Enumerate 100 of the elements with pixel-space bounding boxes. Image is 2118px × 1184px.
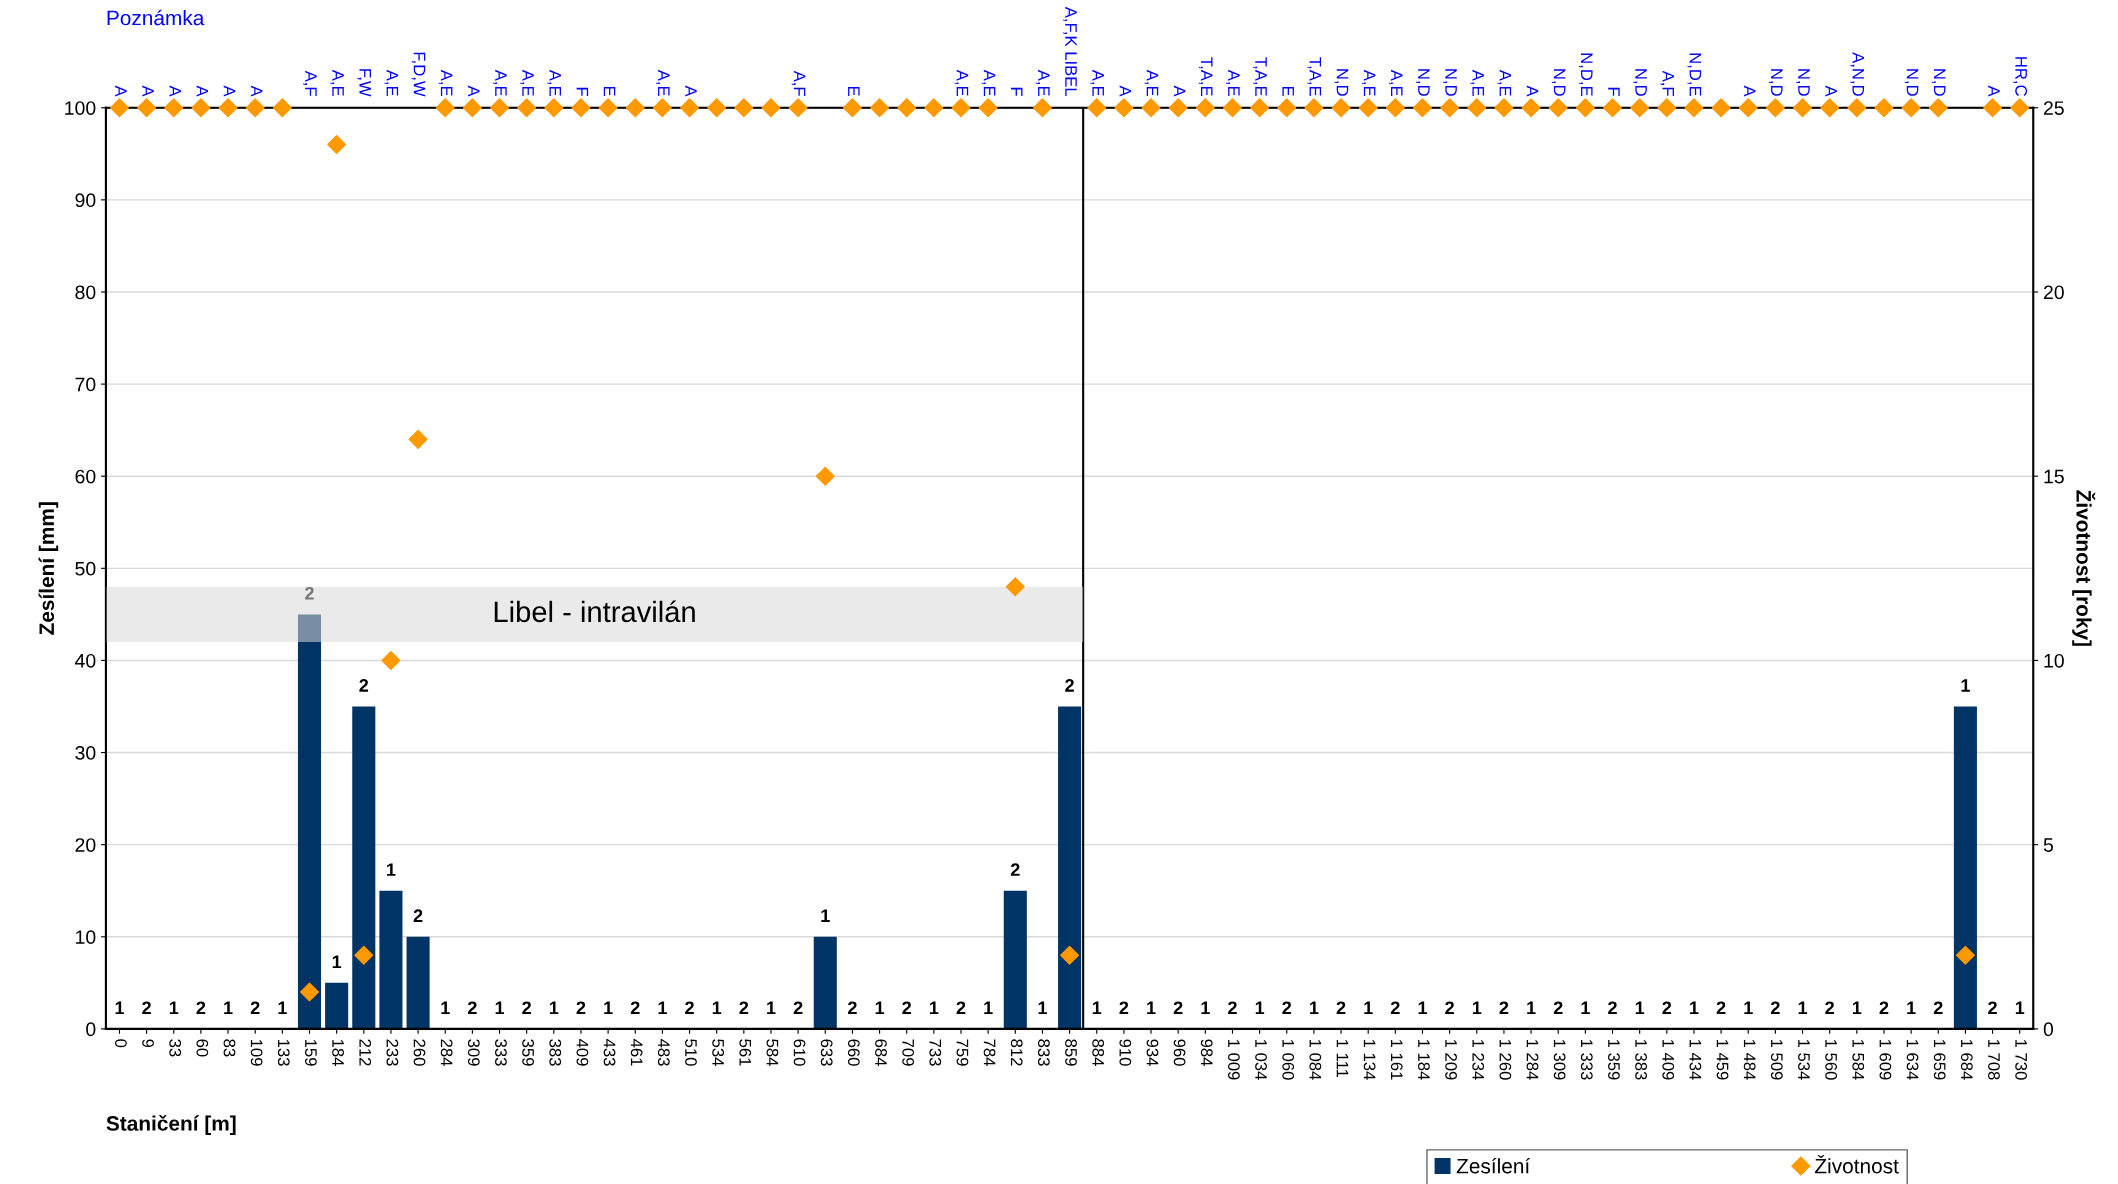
annotation: 2 <box>1228 1001 1237 1015</box>
x-tick-label: 934 <box>1146 1039 1159 1066</box>
text: A <box>250 85 263 97</box>
annotation: 1 <box>1310 1001 1319 1015</box>
annotation: 2 <box>848 1001 857 1015</box>
annotation: 1 <box>495 1001 505 1015</box>
x-tick-label: 1 708 <box>1988 1039 2000 1080</box>
text: N,D <box>1633 69 1647 96</box>
annotation: 2 <box>1662 1001 1672 1015</box>
x-tick-label: 759 <box>956 1039 969 1066</box>
annotation: 2 <box>1336 1001 1346 1015</box>
text: N,D <box>1931 69 1946 96</box>
annotation: 2 <box>1390 1001 1400 1015</box>
text: A,F <box>303 70 317 96</box>
x-tick-label: 260 <box>413 1039 426 1066</box>
x-tick-label: 409 <box>576 1039 589 1066</box>
x-tick-label: 0 <box>115 1039 127 1048</box>
annotation: 1 <box>984 1001 993 1015</box>
text: N,D <box>1334 69 1349 96</box>
x-tick-label: 383 <box>549 1039 562 1066</box>
x-tick-label: 812 <box>1010 1039 1023 1066</box>
x-tick-label: 1 534 <box>1798 1039 1810 1080</box>
text: N,D,E <box>1687 53 1702 96</box>
x-tick-label: 333 <box>495 1039 507 1066</box>
bar <box>1003 890 1027 1029</box>
annotation: 1 <box>169 1001 179 1015</box>
y-tick-label: 40 <box>75 653 96 668</box>
text: N,D <box>1796 69 1810 96</box>
x-tick-label: 461 <box>630 1039 643 1066</box>
bar <box>352 706 376 1029</box>
x-tick-label: 1 060 <box>1282 1039 1295 1080</box>
text: A <box>169 85 181 97</box>
annotation: 2 <box>250 1001 260 1015</box>
annotation: 1 <box>387 863 396 876</box>
x-tick-label: 534 <box>712 1039 725 1066</box>
x-tick-label: 1 234 <box>1472 1039 1485 1080</box>
x-tick-label: 109 <box>250 1039 263 1066</box>
annotation: 2 <box>1608 1001 1617 1015</box>
annotation: 2 <box>1282 1001 1292 1015</box>
text: N,D,E <box>1578 53 1593 96</box>
text: A <box>1743 85 1756 97</box>
x-tick-label: 1 209 <box>1445 1039 1457 1080</box>
text: A,E <box>655 69 670 96</box>
annotation: 2 <box>359 679 369 692</box>
text: E <box>848 86 860 96</box>
x-tick-label: 483 <box>657 1039 670 1066</box>
y2-tick-label: 5 <box>2043 838 2053 852</box>
annotation: 2 <box>1988 1001 1997 1015</box>
annotation: 1 <box>2015 1001 2025 1015</box>
text: A,E <box>1388 69 1403 96</box>
text: A,E <box>384 69 399 96</box>
text: A,F <box>1660 70 1674 96</box>
x-tick-label: 584 <box>766 1039 779 1066</box>
annotation: 2 <box>305 586 314 600</box>
annotation: 2 <box>1716 1001 1726 1015</box>
text: A <box>468 85 480 97</box>
annotation: 1 <box>441 1001 450 1015</box>
annotation: 1 <box>1092 1001 1102 1015</box>
text: A <box>1173 85 1186 97</box>
annotation: 1 <box>332 955 342 968</box>
x-tick-label: 1 684 <box>1960 1039 1973 1080</box>
x-tick-label: 1 584 <box>1852 1039 1865 1080</box>
band-label: Libel - intravilán <box>494 600 695 623</box>
annotation: 1 <box>1961 679 1970 692</box>
x-tick-label: 1 609 <box>1879 1039 1892 1080</box>
x-tick-label: 1 333 <box>1580 1039 1593 1080</box>
annotation: 1 <box>875 1001 885 1015</box>
text: A,E <box>1090 69 1104 96</box>
x-tick-label: 561 <box>739 1039 752 1066</box>
annotation: 2 <box>1499 1001 1509 1015</box>
annotation: 1 <box>1147 1001 1156 1015</box>
annotation: 1 <box>767 1001 776 1015</box>
text: A <box>223 85 236 97</box>
text: T,A,E <box>1253 57 1267 96</box>
x-axis-title: Staničení [m] <box>106 1115 236 1135</box>
x-tick-label: 359 <box>522 1039 534 1066</box>
text: N,D <box>1416 69 1430 96</box>
x-tick-label: 284 <box>440 1039 453 1066</box>
y-tick-label: 20 <box>75 838 96 852</box>
annotation: 1 <box>1635 1001 1645 1015</box>
x-tick-label: 984 <box>1200 1039 1213 1066</box>
y-tick-label: 60 <box>75 469 96 484</box>
annotation: 1 <box>1852 1001 1862 1015</box>
annotation: 2 <box>956 1001 966 1015</box>
x-tick-label: 60 <box>196 1039 209 1057</box>
x-tick-label: 910 <box>1119 1039 1132 1066</box>
text: N,D <box>1768 69 1783 96</box>
bar <box>1953 706 1977 1029</box>
annotation: 2 <box>685 1001 694 1015</box>
y2-tick-label: 25 <box>2043 101 2064 115</box>
x-tick-label: 884 <box>1092 1039 1105 1066</box>
annotation: 1 <box>1907 1001 1916 1015</box>
annotation: 2 <box>1933 1001 1943 1015</box>
text: A,E <box>954 69 969 96</box>
text: A,E <box>1361 69 1376 96</box>
text: A,E <box>438 69 453 96</box>
y-tick-label: 100 <box>65 101 96 115</box>
x-tick-label: 33 <box>169 1039 182 1057</box>
text: A,E <box>1226 69 1240 96</box>
annotation: 2 <box>142 1001 151 1015</box>
